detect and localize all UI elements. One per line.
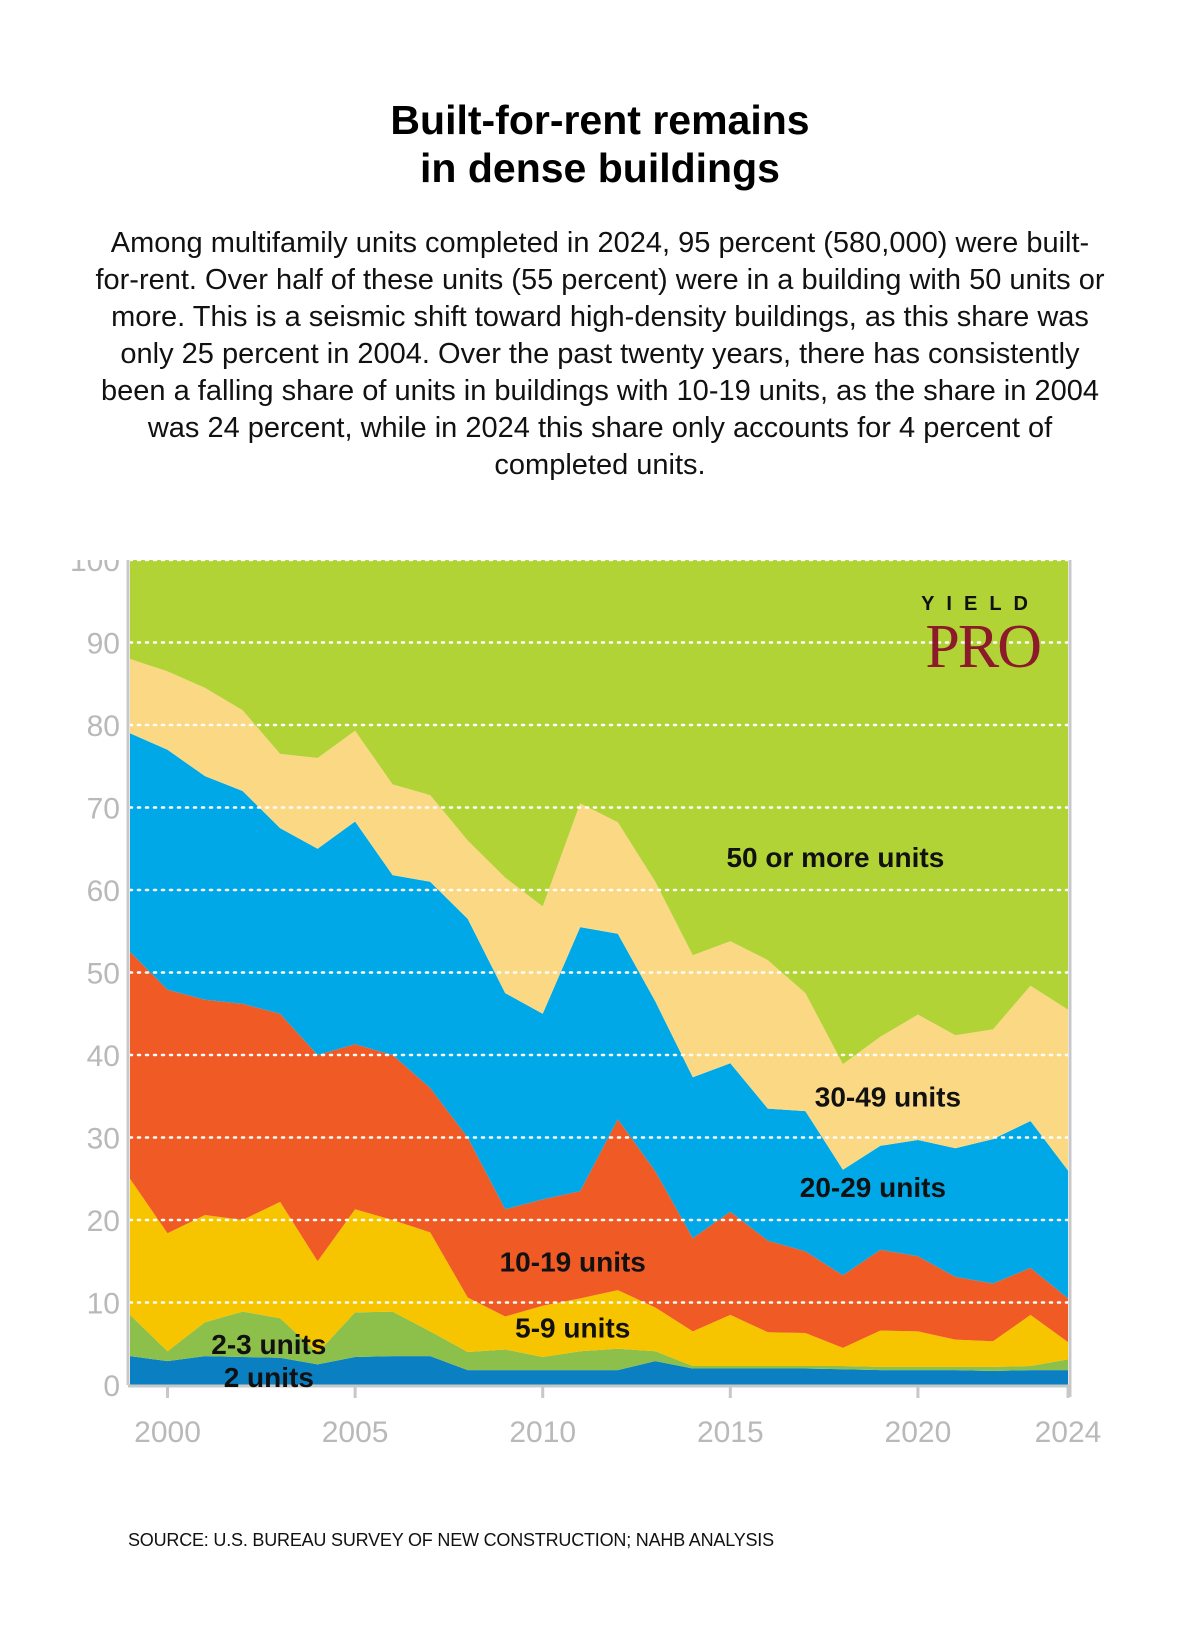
series-label: 2 units — [224, 1362, 314, 1393]
series-label: 5-9 units — [515, 1312, 630, 1343]
x-tick-label: 2005 — [322, 1416, 389, 1449]
y-tick-label: 60 — [87, 875, 120, 908]
area-5-9-units — [130, 1178, 1068, 1367]
title-line-1: Built-for-rent remains — [390, 97, 810, 143]
area-50-or-more-units — [130, 558, 1068, 1065]
area-10-19-units — [130, 951, 1068, 1348]
y-tick-label: 80 — [87, 710, 120, 743]
area-20-29-units — [130, 733, 1068, 1299]
series-label: 50 or more units — [726, 842, 944, 873]
x-tick-label: 2000 — [134, 1416, 201, 1449]
chart-title: Built-for-rent remains in dense building… — [0, 96, 1200, 192]
stacked-area-chart: 0 10 20 30 40 50 60 70 80 90 100 2000 2005 2010 2015 20… — [70, 545, 1102, 1449]
series-label: 2-3 units — [211, 1329, 326, 1360]
y-tick-label: 20 — [87, 1205, 120, 1238]
y-tick-label: 40 — [87, 1040, 120, 1073]
y-tick-label: 10 — [87, 1288, 120, 1321]
yield-pro-logo: YIELD PRO — [921, 593, 1042, 681]
y-tick-label: 90 — [87, 628, 120, 661]
y-tick-label: 100 — [70, 560, 120, 578]
title-line-2: in dense buildings — [420, 145, 780, 191]
y-tick-label: 50 — [87, 958, 120, 991]
source-note: SOURCE: U.S. BUREAU SURVEY OF NEW CONSTR… — [128, 1530, 774, 1550]
tick-labels: 0 10 20 30 40 50 60 70 80 90 100 2000 2005 2010 2015 20… — [70, 545, 1102, 1449]
x-tick-label: 2024 — [1035, 1416, 1102, 1449]
x-tick-label: 2010 — [509, 1416, 576, 1449]
logo-yield-text: YIELD — [921, 593, 1040, 615]
logo-pro-text: PRO — [925, 613, 1040, 681]
series-label: 30-49 units — [815, 1081, 961, 1112]
series-label: 10-19 units — [500, 1246, 646, 1277]
area-30-49-units — [130, 659, 1068, 1171]
x-tick-label: 2020 — [885, 1416, 952, 1449]
chart-subtitle: Among multifamily units completed in 202… — [95, 227, 1105, 481]
area-2-units — [130, 1356, 1068, 1385]
series-areas — [130, 558, 1068, 1385]
y-tick-label: 70 — [87, 793, 120, 826]
x-tick-label: 2015 — [697, 1416, 764, 1449]
axes — [126, 560, 1072, 1397]
series-labels: 50 or more units 30-49 units 20-29 units 10… — [211, 842, 961, 1393]
y-tick-label: 30 — [87, 1123, 120, 1156]
series-label: 20-29 units — [800, 1172, 946, 1203]
chart-area: 0 10 20 30 40 50 60 70 80 90 100 2000 2005 2010 2015 20… — [0, 545, 1200, 1490]
area-2-3-units — [130, 1311, 1068, 1371]
y-tick-label: 0 — [103, 1370, 120, 1403]
